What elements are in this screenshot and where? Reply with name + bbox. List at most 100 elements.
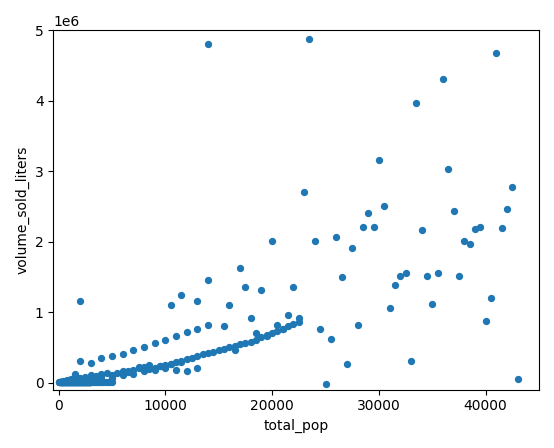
Point [433, 269, 442, 276]
Point [225, 302, 234, 309]
Point [73, 379, 81, 386]
Point [65, 378, 74, 385]
Point [73, 378, 82, 385]
Point [74, 378, 83, 385]
Point [76, 378, 85, 385]
Point [401, 269, 410, 276]
Point [97, 354, 106, 362]
Point [71, 378, 80, 385]
Point [84, 378, 93, 385]
Point [55, 379, 64, 386]
Point [225, 344, 234, 351]
Point [219, 345, 228, 352]
Point [273, 327, 282, 335]
Point [198, 351, 207, 358]
Point [55, 379, 64, 386]
Point [68, 378, 76, 385]
Point [129, 347, 138, 354]
Point [78, 379, 87, 386]
Point [62, 379, 71, 386]
Point [67, 379, 76, 386]
Point [161, 336, 170, 343]
Point [70, 375, 79, 382]
Point [204, 41, 213, 48]
Point [70, 378, 79, 385]
Point [80, 378, 89, 385]
Point [58, 378, 67, 385]
Point [58, 379, 66, 386]
Point [86, 378, 95, 385]
Point [58, 379, 66, 386]
Point [460, 237, 469, 245]
Point [59, 379, 68, 386]
Point [257, 334, 266, 341]
Point [150, 366, 159, 374]
Point [481, 318, 490, 325]
Point [82, 378, 91, 385]
Point [61, 379, 70, 386]
Point [70, 379, 79, 386]
Point [74, 378, 83, 385]
Point [70, 378, 79, 385]
Point [79, 378, 88, 385]
Point [79, 379, 88, 386]
Point [140, 368, 148, 375]
Point [67, 376, 76, 383]
Point [93, 378, 101, 385]
Point [76, 379, 85, 386]
Point [74, 375, 83, 382]
Point [263, 332, 271, 339]
Point [375, 156, 383, 164]
Point [99, 378, 108, 385]
Point [140, 343, 148, 350]
Point [294, 315, 303, 322]
Point [241, 283, 250, 290]
Point [57, 379, 65, 386]
Point [257, 287, 266, 294]
Point [204, 276, 213, 283]
Point [86, 378, 95, 385]
Point [193, 352, 202, 359]
Point [145, 362, 154, 369]
Point [497, 224, 506, 232]
Point [58, 378, 67, 385]
Point [97, 378, 106, 385]
Point [417, 227, 426, 234]
Point [326, 335, 335, 342]
Point [65, 378, 74, 385]
Point [76, 378, 85, 385]
Point [172, 332, 181, 340]
Point [69, 378, 78, 385]
Point [78, 378, 86, 385]
Point [81, 375, 90, 383]
Point [364, 209, 373, 216]
Point [278, 325, 287, 332]
Point [454, 272, 463, 280]
Point [66, 378, 75, 385]
Point [60, 378, 69, 385]
Point [80, 378, 89, 385]
Point [241, 340, 250, 347]
Point [84, 378, 93, 385]
Point [134, 365, 143, 372]
Point [97, 373, 106, 380]
Point [150, 364, 159, 371]
Point [316, 325, 325, 332]
Point [81, 378, 90, 385]
Point [60, 379, 69, 386]
Point [465, 240, 474, 247]
Point [209, 348, 218, 355]
Point [83, 379, 92, 386]
Point [81, 378, 90, 385]
Point [252, 330, 260, 337]
Point [60, 378, 69, 385]
Point [247, 338, 255, 345]
Point [60, 377, 69, 384]
Point [263, 332, 271, 340]
Point [385, 304, 394, 311]
Point [80, 379, 89, 386]
Point [166, 302, 175, 309]
Point [58, 378, 66, 385]
Point [268, 330, 276, 337]
Point [177, 357, 186, 364]
